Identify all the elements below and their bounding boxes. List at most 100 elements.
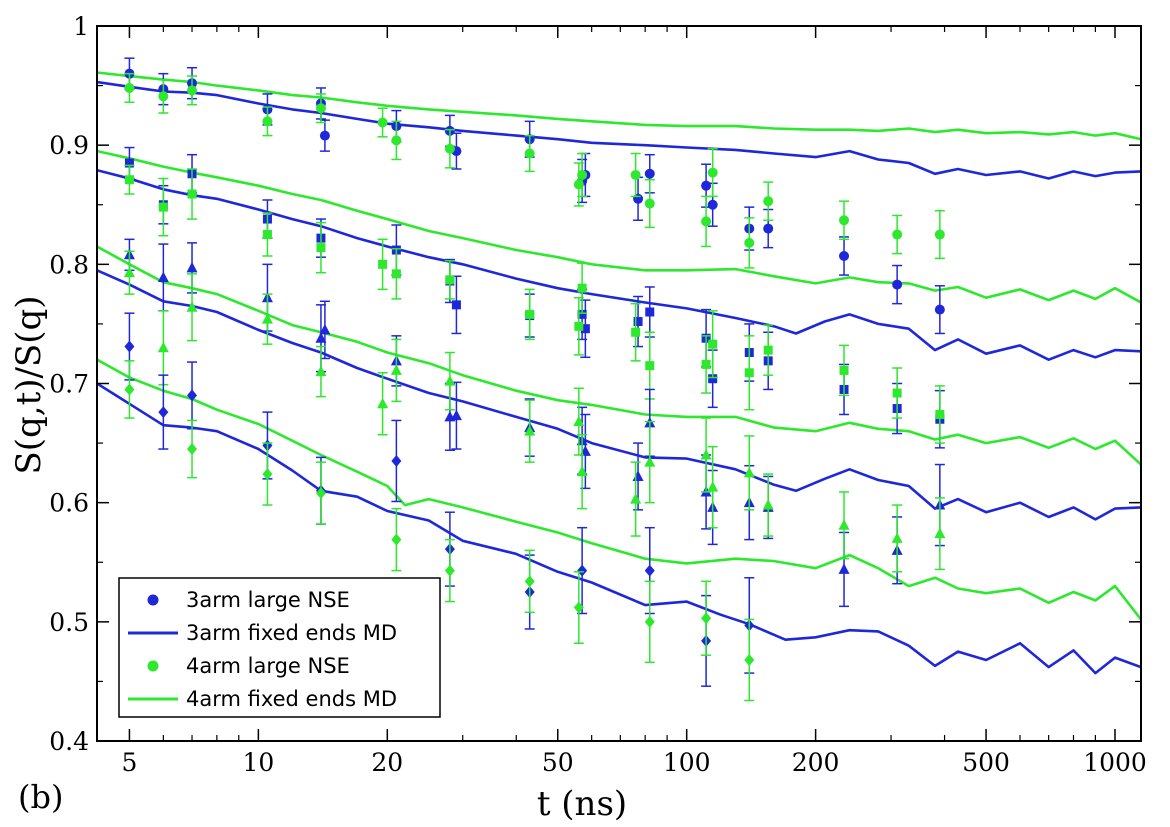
data-point	[631, 327, 641, 337]
md-line-5	[97, 269, 1141, 521]
data-point	[700, 449, 712, 460]
data-point	[892, 229, 903, 240]
md-line-7	[97, 358, 1141, 621]
data-point	[186, 301, 198, 312]
data-point	[574, 321, 584, 331]
data-point	[633, 193, 644, 204]
data-point	[377, 397, 389, 409]
data-point	[158, 91, 169, 102]
data-point	[644, 564, 655, 577]
data-point	[377, 117, 388, 128]
data-point	[525, 309, 535, 319]
x-tick-label: 50	[542, 748, 574, 777]
data-point	[839, 365, 849, 375]
data-point	[644, 456, 656, 467]
data-point	[157, 341, 169, 353]
data-point	[892, 279, 903, 290]
data-point	[892, 388, 902, 398]
data-point	[319, 323, 331, 335]
data-point	[319, 130, 330, 141]
data-point	[315, 103, 326, 114]
data-point	[451, 300, 461, 310]
data-point	[707, 167, 718, 178]
y-tick-label: 0.6	[49, 489, 89, 518]
data-point	[315, 332, 327, 343]
legend-marker-4arm-nse	[147, 660, 159, 672]
data-point	[839, 215, 850, 226]
x-tick-label: 1000	[1083, 748, 1147, 777]
data-point	[444, 143, 455, 154]
data-point	[157, 271, 169, 282]
data-point	[645, 361, 655, 371]
legend-box	[118, 577, 441, 718]
data-point	[744, 653, 755, 666]
data-point	[576, 465, 588, 477]
data-point	[158, 406, 169, 419]
data-point	[763, 196, 774, 207]
data-point	[839, 250, 850, 261]
md-line-4	[97, 149, 1141, 304]
data-point	[315, 365, 327, 377]
data-point	[762, 499, 774, 510]
x-tick-label: 500	[962, 748, 1010, 777]
y-tick-label: 0.5	[49, 608, 89, 637]
data-point	[934, 304, 945, 315]
scatter-series-6	[123, 250, 946, 573]
data-point	[124, 383, 135, 396]
data-point	[630, 493, 642, 504]
data-point	[123, 266, 135, 278]
legend: 3arm large NSE 3arm fixed ends MD 4arm l…	[118, 577, 441, 718]
data-point	[391, 533, 402, 546]
y-tick-label: 1	[73, 12, 89, 41]
y-tick-label: 0.9	[49, 131, 89, 160]
data-point	[187, 443, 198, 456]
data-point	[444, 564, 455, 577]
data-point	[391, 269, 401, 279]
data-point	[445, 275, 455, 285]
x-axis-title: t (ns)	[537, 784, 627, 824]
x-tick-label: 100	[663, 748, 711, 777]
data-point	[158, 202, 168, 212]
legend-label-3arm-md: 3arm fixed ends MD	[186, 621, 397, 645]
data-point	[580, 324, 590, 334]
x-tick-label: 20	[371, 748, 403, 777]
data-point	[644, 168, 655, 179]
y-tick-label: 0.8	[49, 250, 89, 279]
data-point	[743, 466, 755, 478]
data-point	[124, 175, 134, 185]
data-point	[891, 532, 903, 543]
data-point	[935, 409, 945, 419]
data-point	[391, 135, 402, 146]
x-tick-label: 200	[792, 748, 840, 777]
data-point	[838, 519, 850, 530]
data-point	[261, 313, 273, 324]
data-point	[573, 415, 585, 427]
data-point	[645, 307, 655, 317]
data-point	[187, 389, 198, 402]
data-point	[708, 374, 718, 384]
data-point	[744, 237, 755, 248]
md-line-1	[97, 80, 1141, 180]
data-point	[524, 425, 536, 436]
legend-label-4arm-nse: 4arm large NSE	[186, 654, 350, 678]
data-point	[444, 375, 456, 386]
data-point	[124, 82, 135, 93]
x-tick-label: 10	[242, 748, 274, 777]
x-tick-label: 5	[121, 748, 137, 777]
data-point	[644, 198, 655, 209]
data-point	[187, 189, 197, 199]
data-point	[577, 283, 587, 293]
data-point	[524, 148, 535, 159]
data-point	[262, 468, 273, 481]
data-point	[124, 340, 135, 353]
data-point	[378, 259, 388, 269]
data-point	[708, 339, 718, 349]
legend-label-4arm-md: 4arm fixed ends MD	[186, 687, 397, 711]
data-point	[707, 199, 718, 210]
data-point	[262, 230, 272, 240]
data-point	[186, 261, 198, 273]
scatter-series-4	[124, 164, 945, 444]
data-point	[630, 169, 641, 180]
data-point	[124, 158, 134, 168]
data-point	[701, 359, 711, 369]
